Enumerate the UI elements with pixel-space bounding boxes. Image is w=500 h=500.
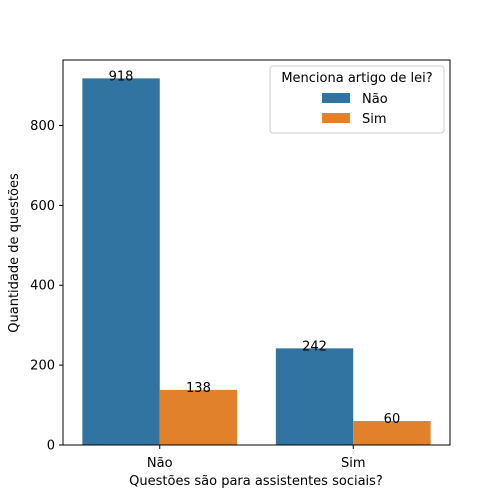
y-tick-label: 400 — [30, 279, 55, 294]
legend-swatch — [322, 113, 350, 123]
legend-label: Sim — [362, 112, 387, 127]
legend-label: Não — [362, 92, 388, 107]
legend-items: Não Sim — [322, 92, 388, 127]
data-labels-layer: 918 138 242 60 — [109, 69, 401, 427]
legend-swatch — [322, 93, 350, 103]
bar-n-o-0 — [82, 78, 160, 445]
x-tick-label: Não — [147, 456, 173, 471]
plot-frame — [62, 59, 451, 446]
legend-title: Menciona artigo de lei? — [281, 71, 432, 86]
data-label: 60 — [384, 412, 401, 427]
y-axis-ticks: 0 200 400 600 800 — [30, 119, 63, 454]
data-label: 918 — [109, 69, 134, 84]
x-axis-ticks: Não Sim — [147, 445, 366, 471]
data-label: 138 — [186, 381, 211, 396]
y-tick-label: 0 — [47, 439, 55, 454]
bar-n-o-1 — [275, 348, 354, 445]
legend: Menciona artigo de lei? Não Sim — [269, 65, 445, 134]
y-axis-label: Quantidade de questões — [7, 173, 22, 333]
y-tick-label: 800 — [30, 119, 55, 134]
x-tick-label: Sim — [341, 456, 366, 471]
data-label: 242 — [302, 339, 327, 354]
y-tick-label: 600 — [30, 199, 55, 214]
bar-sim-1 — [353, 421, 431, 445]
bars-layer — [82, 78, 431, 445]
bar-sim-0 — [159, 389, 238, 445]
legend-box — [269, 65, 445, 134]
y-tick-label: 200 — [30, 359, 55, 374]
x-axis-label: Questões são para assistentes sociais? — [129, 474, 383, 489]
